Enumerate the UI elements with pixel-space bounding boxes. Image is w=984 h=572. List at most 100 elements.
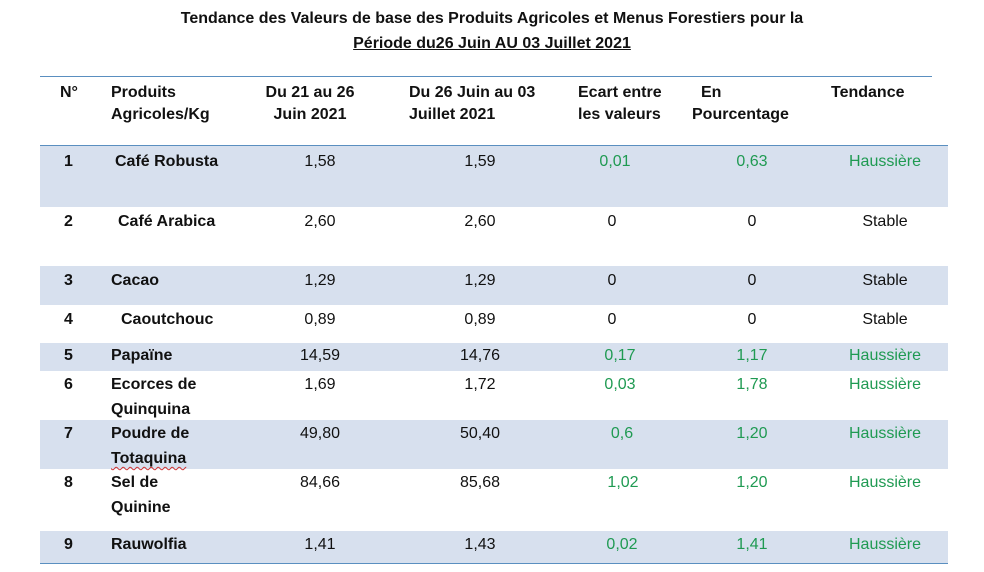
row-product: Rauwolfia	[111, 536, 187, 553]
row-product: Poudre de Totaquina	[111, 421, 189, 471]
table-row: 7 Poudre de Totaquina 49,80 50,40 0,6 1,…	[40, 420, 948, 469]
row-trend: Haussière	[848, 474, 922, 491]
row-product-line-1: Sel de	[111, 474, 159, 491]
header-period-2-line-1: Du 26 Juin au 03	[409, 84, 536, 101]
row-product: Café Robusta	[115, 153, 219, 170]
table-top-rule	[40, 76, 932, 77]
row-number: 5	[64, 347, 73, 364]
row-value-period-1: 1,69	[304, 376, 336, 393]
row-number: 3	[64, 272, 73, 289]
row-percentage: 0	[747, 311, 757, 328]
row-trend: Stable	[862, 311, 908, 328]
row-value-period-2: 2,60	[464, 213, 496, 230]
header-difference-line-2: les valeurs	[578, 106, 661, 123]
row-value-period-2: 1,29	[464, 272, 496, 289]
row-value-period-2: 50,40	[459, 425, 501, 442]
row-number: 9	[64, 536, 73, 553]
header-difference: Ecart entre les valeurs	[578, 82, 662, 126]
row-product: Café Arabica	[118, 213, 216, 230]
row-trend: Haussière	[848, 425, 922, 442]
row-product-line-1: Poudre de	[111, 425, 190, 442]
table-row: 8 Sel de Quinine 84,66 85,68 1,02 1,20 H…	[40, 469, 948, 531]
header-period-1-line-2: Juin 2021	[273, 106, 347, 123]
table-bottom-rule	[40, 563, 948, 564]
row-percentage: 0,63	[736, 153, 768, 170]
row-product: Sel de Quinine	[111, 470, 171, 520]
row-difference: 0,01	[599, 153, 631, 170]
table-row: 5 Papaïne 14,59 14,76 0,17 1,17 Haussièr…	[40, 343, 948, 371]
row-trend: Stable	[862, 272, 908, 289]
row-trend: Haussière	[848, 376, 922, 393]
title-line-2: Période du26 Juin AU 03 Juillet 2021	[353, 35, 631, 52]
row-value-period-2: 85,68	[459, 474, 501, 491]
table-row: 1 Café Robusta 1,58 1,59 0,01 0,63 Hauss…	[40, 145, 948, 207]
row-number: 8	[64, 474, 73, 491]
row-trend: Haussière	[848, 536, 922, 553]
row-value-period-2: 1,72	[464, 376, 496, 393]
row-trend: Haussière	[848, 347, 922, 364]
row-difference: 0,02	[606, 536, 638, 553]
row-value-period-1: 1,29	[304, 272, 336, 289]
table-row: 2 Café Arabica 2,60 2,60 0 0 Stable	[40, 206, 948, 266]
row-trend: Stable	[862, 213, 908, 230]
row-product-line-2: Totaquina	[111, 450, 187, 467]
row-percentage: 1,78	[736, 376, 768, 393]
header-period-1: Du 21 au 26 Juin 2021	[250, 82, 370, 126]
row-difference: 1,02	[607, 474, 639, 491]
header-period-1-line-1: Du 21 au 26	[265, 84, 355, 101]
row-difference: 0,6	[610, 425, 634, 442]
row-value-period-2: 1,43	[464, 536, 496, 553]
row-product: Papaïne	[111, 347, 173, 364]
row-percentage: 1,20	[736, 425, 768, 442]
row-value-period-1: 0,89	[304, 311, 336, 328]
row-difference: 0	[607, 213, 617, 230]
title-line-1: Tendance des Valeurs de base des Produit…	[180, 10, 804, 27]
row-value-period-2: 14,76	[459, 347, 501, 364]
table-row: 6 Ecorces de Quinquina 1,69 1,72 0,03 1,…	[40, 371, 948, 420]
row-number: 2	[64, 213, 73, 230]
row-value-period-1: 2,60	[304, 213, 336, 230]
document-title: Tendance des Valeurs de base des Produit…	[0, 6, 984, 56]
header-trend: Tendance	[831, 84, 905, 101]
header-difference-line-1: Ecart entre	[578, 84, 662, 101]
row-difference: 0,17	[604, 347, 636, 364]
row-value-period-2: 1,59	[464, 153, 496, 170]
row-number: 6	[64, 376, 73, 393]
row-difference: 0	[607, 311, 617, 328]
table-row: 9 Rauwolfia 1,41 1,43 0,02 1,41 Haussièr…	[40, 531, 948, 563]
header-num: N°	[60, 84, 78, 101]
row-trend: Haussière	[848, 153, 922, 170]
row-value-period-1: 84,66	[299, 474, 341, 491]
header-product: Produits Agricoles/Kg	[111, 82, 210, 126]
table-row: 3 Cacao 1,29 1,29 0 0 Stable	[40, 266, 948, 305]
row-value-period-2: 0,89	[464, 311, 496, 328]
row-difference: 0	[607, 272, 617, 289]
row-product-line-2: Quinine	[111, 499, 171, 516]
row-value-period-1: 14,59	[299, 347, 341, 364]
row-number: 4	[64, 311, 73, 328]
header-product-line-2: Agricoles/Kg	[111, 106, 210, 123]
row-number: 1	[64, 153, 73, 170]
header-product-line-1: Produits	[111, 84, 176, 101]
row-value-period-1: 1,41	[304, 536, 336, 553]
row-number: 7	[64, 425, 73, 442]
row-product-line-1: Ecorces de	[111, 376, 197, 393]
table-row: 4 Caoutchouc 0,89 0,89 0 0 Stable	[40, 305, 948, 343]
row-product: Ecorces de Quinquina	[111, 372, 196, 422]
row-percentage: 0	[747, 272, 757, 289]
row-product: Caoutchouc	[121, 311, 214, 328]
row-value-period-1: 49,80	[299, 425, 341, 442]
row-difference: 0,03	[604, 376, 636, 393]
header-percentage: En Pourcentage	[692, 82, 789, 126]
row-percentage: 1,17	[736, 347, 768, 364]
row-percentage: 1,41	[736, 536, 768, 553]
header-percentage-line-1: En	[701, 84, 722, 101]
row-product-line-2: Quinquina	[111, 401, 191, 418]
header-period-2: Du 26 Juin au 03 Juillet 2021	[409, 82, 535, 126]
row-product: Cacao	[111, 272, 160, 289]
row-percentage: 1,20	[736, 474, 768, 491]
row-value-period-1: 1,58	[304, 153, 336, 170]
row-percentage: 0	[747, 213, 757, 230]
header-period-2-line-2: Juillet 2021	[409, 106, 496, 123]
header-percentage-line-2: Pourcentage	[692, 106, 789, 123]
